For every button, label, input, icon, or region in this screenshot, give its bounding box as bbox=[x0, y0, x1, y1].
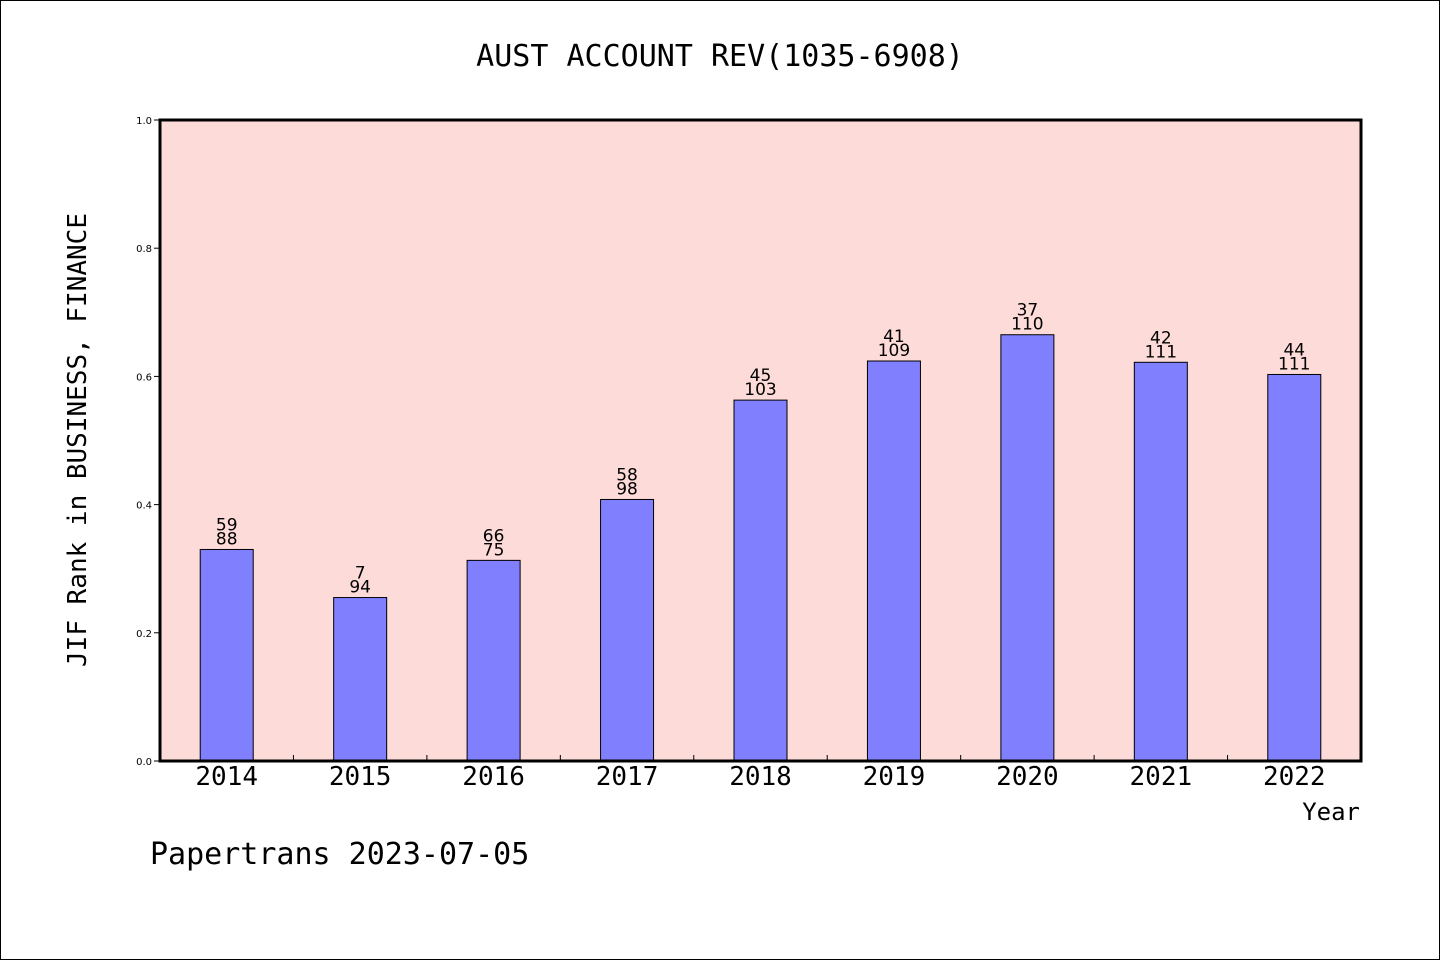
bar-total-label: 111 bbox=[1278, 354, 1310, 374]
x-axis-label: Year bbox=[1302, 798, 1360, 826]
x-axis: 2014 2015 2016 2017 2018 2019 2020 2021 2022 bbox=[195, 755, 1326, 792]
bar-total-label: 111 bbox=[1145, 342, 1177, 362]
x-tick-label: 2020 bbox=[996, 762, 1059, 792]
y-tick-label: 1.0 bbox=[136, 116, 152, 127]
bar-total-label: 98 bbox=[616, 479, 638, 499]
bar-2020 bbox=[1000, 334, 1055, 762]
y-tick-label: 0.8 bbox=[136, 244, 152, 255]
x-tick-label: 2016 bbox=[462, 762, 525, 792]
bar-2015 bbox=[333, 597, 388, 762]
y-axis: 0.0 0.2 0.4 0.6 0.8 1.0 bbox=[136, 116, 160, 768]
plot-border bbox=[158, 118, 1363, 763]
bar-rank-label: 45 bbox=[750, 366, 772, 386]
x-tick-label: 2019 bbox=[863, 762, 926, 792]
bar-rank-label: 58 bbox=[616, 465, 638, 485]
bar-2016 bbox=[466, 559, 521, 762]
bar-total-label: 75 bbox=[483, 540, 505, 560]
x-tick-label: 2018 bbox=[729, 762, 792, 792]
bar-rank-label: 44 bbox=[1283, 340, 1305, 360]
bar-2022 bbox=[1267, 373, 1322, 762]
bar-total-label: 103 bbox=[744, 380, 776, 400]
bar-2021 bbox=[1133, 361, 1188, 762]
y-axis-label: JIF Rank in BUSINESS, FINANCE bbox=[63, 213, 93, 667]
bar-2017 bbox=[600, 498, 655, 762]
chart-title: AUST ACCOUNT REV(1035-6908) bbox=[476, 39, 964, 74]
bar-rank-label: 59 bbox=[216, 515, 238, 535]
y-tick-label: 0.4 bbox=[136, 501, 152, 512]
y-tick-label: 0.0 bbox=[136, 757, 152, 768]
footer-credit: Papertrans 2023-07-05 bbox=[150, 837, 529, 872]
bar-rank-label: 42 bbox=[1150, 328, 1172, 348]
bar-total-label: 94 bbox=[349, 578, 371, 598]
x-tick-label: 2015 bbox=[329, 762, 392, 792]
x-tick-label: 2022 bbox=[1263, 762, 1326, 792]
bar-rank-label: 7 bbox=[355, 564, 366, 584]
y-tick-label: 0.2 bbox=[136, 629, 152, 640]
x-tick-label: 2017 bbox=[596, 762, 659, 792]
bar-rank-label: 66 bbox=[483, 526, 505, 546]
bar-rank-label: 37 bbox=[1017, 301, 1039, 321]
bar-total-label: 110 bbox=[1011, 315, 1043, 335]
x-tick-label: 2021 bbox=[1130, 762, 1193, 792]
x-tick-label: 2014 bbox=[195, 762, 258, 792]
y-tick-label: 0.6 bbox=[136, 372, 152, 383]
bar-total-label: 88 bbox=[216, 529, 238, 549]
bar-total-label: 109 bbox=[878, 341, 910, 361]
bar-2014 bbox=[199, 548, 254, 762]
bar-2018 bbox=[733, 399, 788, 762]
bars-group bbox=[199, 334, 1322, 762]
bar-rank-label: 41 bbox=[883, 327, 905, 347]
bar-2019 bbox=[866, 360, 921, 762]
